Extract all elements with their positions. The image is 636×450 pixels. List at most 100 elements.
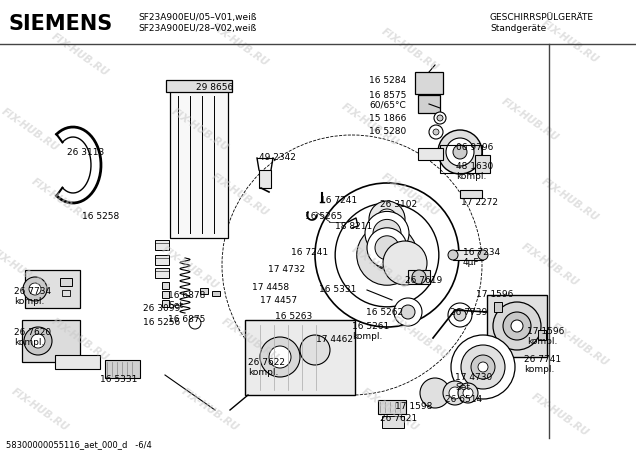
Circle shape	[420, 378, 450, 408]
Bar	[162, 291, 169, 298]
Text: FIX-HUB.RU: FIX-HUB.RU	[210, 22, 270, 68]
Text: FIX-HUB.RU: FIX-HUB.RU	[380, 27, 440, 73]
Text: 17 4730: 17 4730	[455, 373, 492, 382]
Text: 17 4457: 17 4457	[260, 296, 297, 305]
Text: FIX-HUB.RU: FIX-HUB.RU	[359, 387, 420, 433]
Text: 16 5256: 16 5256	[143, 318, 180, 327]
Text: kompl.: kompl.	[527, 337, 557, 346]
Circle shape	[412, 270, 426, 284]
Text: FIX-HUB.RU: FIX-HUB.RU	[50, 32, 111, 78]
Text: kompl.: kompl.	[248, 368, 279, 377]
Circle shape	[315, 183, 459, 327]
Bar	[245, 320, 355, 395]
Bar	[259, 170, 271, 188]
Text: 17 1596: 17 1596	[527, 327, 564, 336]
Text: GESCHIRRSPÜLGERÄTE: GESCHIRRSPÜLGERÄTE	[490, 13, 594, 22]
Text: 16 6875: 16 6875	[168, 315, 205, 324]
Bar	[408, 270, 430, 284]
Text: 18 8211: 18 8211	[335, 222, 372, 231]
Bar	[155, 240, 169, 250]
Circle shape	[23, 277, 47, 301]
Bar	[155, 255, 169, 265]
Text: 17 2272: 17 2272	[461, 198, 498, 207]
Text: FIX-HUB.RU: FIX-HUB.RU	[160, 245, 221, 292]
Bar	[60, 278, 72, 286]
Text: FIX-HUB.RU: FIX-HUB.RU	[50, 317, 111, 364]
Circle shape	[503, 312, 531, 340]
Circle shape	[31, 334, 45, 348]
Bar	[378, 400, 406, 414]
Text: FIX-HUB.RU: FIX-HUB.RU	[530, 392, 590, 438]
Text: 16 6878: 16 6878	[168, 291, 205, 300]
Bar	[212, 291, 220, 296]
Bar	[200, 288, 208, 294]
Bar	[440, 145, 482, 173]
Text: 17 4458: 17 4458	[252, 283, 289, 292]
Text: 26 3099: 26 3099	[143, 304, 180, 313]
Text: FIX-HUB.RU: FIX-HUB.RU	[539, 176, 600, 223]
Circle shape	[335, 203, 439, 307]
Text: 16 8575: 16 8575	[369, 91, 406, 100]
Bar	[538, 330, 546, 340]
Text: 26 7622: 26 7622	[248, 358, 285, 367]
Text: 16 7241: 16 7241	[291, 248, 328, 257]
Text: 16 7234: 16 7234	[463, 248, 500, 257]
Circle shape	[471, 355, 495, 379]
Bar	[62, 290, 70, 296]
Circle shape	[29, 283, 41, 295]
Text: FIX-HUB.RU: FIX-HUB.RU	[539, 18, 600, 65]
Text: 16 5265: 16 5265	[305, 212, 342, 221]
Circle shape	[357, 225, 417, 285]
Text: FIX-HUB.RU: FIX-HUB.RU	[170, 107, 230, 153]
Text: FIX-HUB.RU: FIX-HUB.RU	[350, 245, 410, 292]
Text: 4μF: 4μF	[463, 258, 480, 267]
Bar	[25, 270, 80, 308]
Bar	[166, 80, 232, 92]
Circle shape	[269, 346, 291, 368]
Text: FIX-HUB.RU: FIX-HUB.RU	[390, 315, 450, 361]
Bar	[55, 355, 100, 369]
Circle shape	[461, 345, 505, 389]
Text: 15 1866: 15 1866	[369, 114, 406, 123]
Circle shape	[493, 302, 541, 350]
Text: 16 5284: 16 5284	[369, 76, 406, 85]
Text: 26 7621: 26 7621	[380, 414, 417, 423]
Text: 26 7739: 26 7739	[450, 308, 487, 317]
Text: FIX-HUB.RU: FIX-HUB.RU	[210, 171, 270, 218]
Text: 17 4732: 17 4732	[268, 265, 305, 274]
Text: 29 8656: 29 8656	[196, 83, 233, 92]
Text: SF23A900EU/05–V01,weiß: SF23A900EU/05–V01,weiß	[138, 13, 256, 22]
Bar	[475, 155, 490, 173]
Text: 17 1598: 17 1598	[395, 402, 432, 411]
Bar	[418, 148, 443, 160]
Circle shape	[453, 145, 467, 159]
Text: 26 7619: 26 7619	[405, 276, 442, 285]
Circle shape	[433, 129, 439, 135]
Text: FIX-HUB.RU: FIX-HUB.RU	[520, 242, 581, 288]
Circle shape	[454, 309, 466, 321]
Circle shape	[448, 250, 458, 260]
Circle shape	[451, 335, 515, 399]
Text: 26 7620: 26 7620	[14, 328, 51, 337]
Bar	[382, 416, 404, 428]
Text: 26 6514: 26 6514	[445, 395, 482, 404]
Circle shape	[189, 317, 201, 329]
Circle shape	[429, 125, 443, 139]
Text: 16 5261: 16 5261	[352, 322, 389, 331]
Circle shape	[401, 305, 415, 319]
Circle shape	[377, 209, 397, 229]
Text: 60/65°C: 60/65°C	[369, 101, 406, 110]
Text: FIX-HUB.RU: FIX-HUB.RU	[0, 107, 60, 153]
Text: kompl.: kompl.	[456, 172, 487, 181]
Circle shape	[434, 112, 446, 124]
Circle shape	[463, 388, 473, 398]
Text: FIX-HUB.RU: FIX-HUB.RU	[219, 317, 280, 364]
Text: SF23A900EU/28–V02,weiß: SF23A900EU/28–V02,weiß	[138, 24, 256, 33]
Circle shape	[446, 138, 474, 166]
Circle shape	[478, 362, 488, 372]
Text: 16 5258: 16 5258	[82, 212, 120, 221]
Text: kompl.: kompl.	[352, 332, 382, 341]
Bar	[418, 95, 440, 113]
Text: 26 3113: 26 3113	[67, 148, 104, 157]
Circle shape	[394, 298, 422, 326]
